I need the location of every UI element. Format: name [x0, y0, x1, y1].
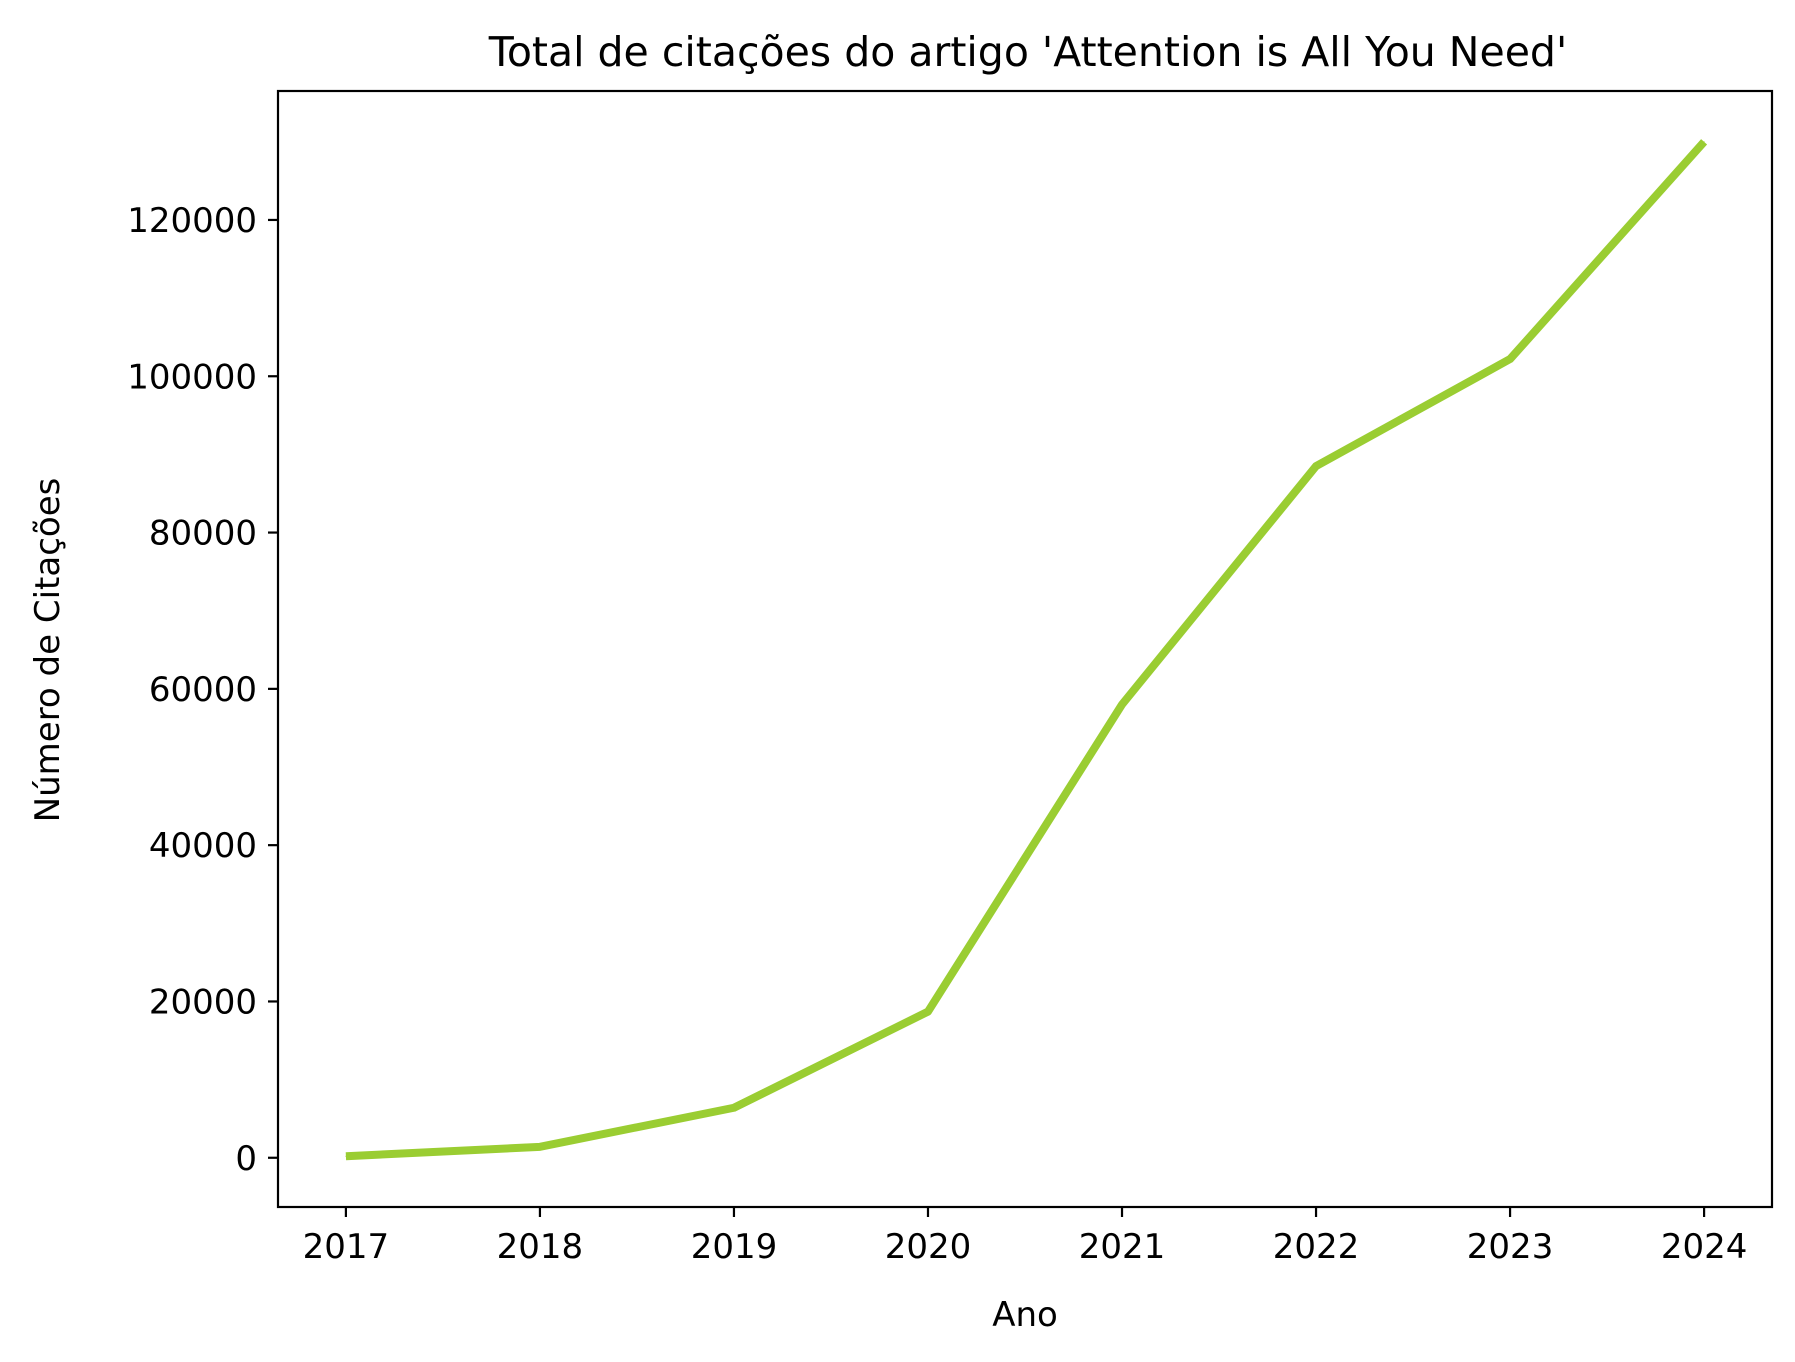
- plot-area: [345, 139, 1708, 1161]
- data-point: [927, 1011, 929, 1013]
- chart-title: Total de citações do artigo 'Attention i…: [488, 28, 1567, 76]
- y-tick-label: 80000: [149, 514, 257, 554]
- x-tick-label: 2020: [885, 1227, 972, 1267]
- y-tick-label: 0: [235, 1139, 257, 1179]
- x-tick-label: 2022: [1273, 1227, 1360, 1267]
- x-tick-label: 2017: [303, 1227, 390, 1267]
- data-point: [1121, 703, 1123, 705]
- x-tick-label: 2023: [1467, 1227, 1554, 1267]
- data-point: [345, 1155, 347, 1157]
- y-axis-label: Número de Citações: [28, 478, 68, 823]
- data-point: [539, 1146, 541, 1148]
- data-point: [1703, 141, 1705, 143]
- y-tick-label: 20000: [149, 982, 257, 1022]
- x-tick-label: 2019: [691, 1227, 778, 1267]
- series-line: [345, 139, 1708, 1161]
- data-point: [1315, 465, 1317, 467]
- data-point: [733, 1107, 735, 1109]
- y-tick-label: 40000: [149, 826, 257, 866]
- x-axis-label: Ano: [992, 1295, 1058, 1335]
- axes-frame: [276, 89, 1774, 1209]
- y-tick-label: 100000: [127, 357, 257, 397]
- x-tick-label: 2021: [1079, 1227, 1166, 1267]
- x-tick-label: 2018: [497, 1227, 584, 1267]
- y-tick-label: 120000: [127, 201, 257, 241]
- data-point: [1509, 358, 1511, 360]
- y-axis: 0 20000 40000 60000 80000 100000 120000: [127, 201, 278, 1179]
- x-axis: 2017 2018 2019 2020 2021 2022 2023 2024: [303, 1207, 1748, 1267]
- x-tick-label: 2024: [1661, 1227, 1748, 1267]
- y-tick-label: 60000: [149, 670, 257, 710]
